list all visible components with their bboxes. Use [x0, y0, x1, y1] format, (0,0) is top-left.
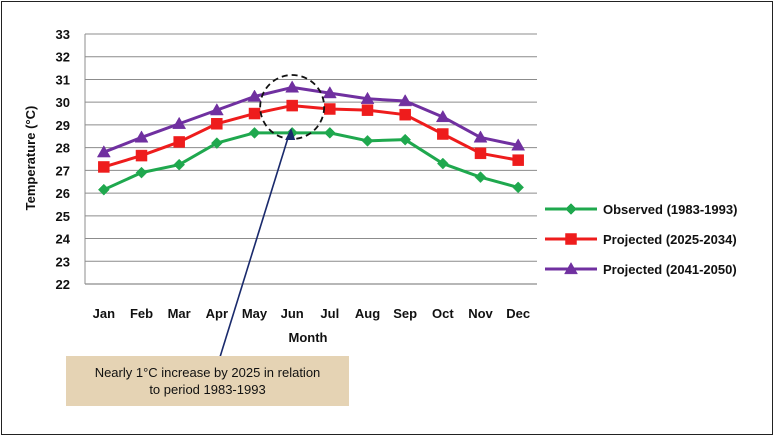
point-projected-2025-2034-sep [399, 108, 411, 121]
x-tick-label-aug: Aug [355, 306, 380, 321]
legend-marker-projected-2041-2050 [564, 261, 578, 275]
legend-item-projected-2041-2050: Projected (2041-2050) [545, 261, 737, 277]
y-tick-label-29: 29 [56, 118, 70, 133]
legend-label-projected-2025-2034: Projected (2025-2034) [603, 232, 737, 247]
point-projected-2041-2050-may [247, 89, 262, 102]
point-observed-feb [135, 166, 148, 179]
point-projected-2025-2034-jun [286, 99, 298, 112]
point-projected-2041-2050-jan [96, 145, 111, 158]
y-tick-label-31: 31 [56, 72, 70, 87]
x-tick-label-dec: Dec [506, 306, 530, 321]
point-projected-2041-2050-jun [285, 80, 300, 93]
point-projected-2025-2034-feb [135, 149, 148, 162]
y-tick-label-30: 30 [56, 95, 70, 110]
legend-item-observed: Observed (1983-1993) [545, 202, 737, 217]
y-tick-label-23: 23 [56, 254, 70, 269]
series-projected-2025-2034 [98, 99, 524, 173]
y-tick-label-32: 32 [56, 50, 70, 65]
point-observed-apr [210, 137, 223, 149]
x-tick-label-sep: Sep [393, 306, 417, 321]
point-observed-jan [97, 183, 110, 196]
annotation-text-line-1: Nearly 1°C increase by 2025 in relation [94, 365, 321, 380]
x-tick-label-jan: Jan [93, 306, 115, 321]
legend-label-observed: Observed (1983-1993) [603, 202, 737, 217]
point-projected-2025-2034-aug [361, 104, 374, 116]
y-tick-label-22: 22 [56, 277, 70, 292]
point-observed-mar [173, 158, 186, 171]
point-projected-2025-2034-jan [98, 161, 110, 173]
point-projected-2041-2050-apr [209, 103, 224, 116]
legend-label-projected-2041-2050: Projected (2041-2050) [603, 262, 737, 277]
point-projected-2025-2034-may [248, 107, 261, 120]
point-observed-may [248, 127, 261, 139]
x-tick-label-mar: Mar [168, 306, 191, 321]
x-tick-label-feb: Feb [130, 306, 153, 321]
legend-marker-projected-2025-2034 [565, 233, 577, 245]
y-tick-label-25: 25 [56, 209, 70, 224]
point-projected-2025-2034-jul [324, 103, 336, 115]
series-projected-2041-2050 [96, 80, 526, 158]
point-observed-sep [399, 133, 412, 146]
annotation-box: Nearly 1°C increase by 2025 in relation … [66, 356, 349, 406]
point-projected-2025-2034-dec [512, 154, 524, 166]
x-tick-label-jun: Jun [281, 306, 304, 321]
point-projected-2041-2050-jul [322, 86, 337, 99]
point-observed-aug [361, 134, 374, 147]
point-projected-2041-2050-mar [172, 116, 187, 129]
point-projected-2025-2034-nov [474, 147, 487, 160]
point-projected-2041-2050-sep [398, 94, 413, 107]
y-tick-label-24: 24 [56, 232, 71, 247]
y-tick-label-26: 26 [56, 186, 70, 201]
point-observed-jul [323, 127, 336, 139]
legend: Observed (1983-1993) Projected (2025-2034… [545, 202, 737, 277]
point-projected-2041-2050-nov [473, 130, 488, 143]
point-observed-oct [436, 157, 449, 170]
annotation-arrow-head [285, 128, 296, 140]
gridlines [84, 33, 537, 285]
point-observed-nov [474, 171, 487, 184]
point-observed-dec [512, 181, 525, 194]
point-projected-2041-2050-feb [134, 130, 149, 143]
point-projected-2025-2034-oct [437, 128, 449, 140]
x-tick-label-nov: Nov [468, 306, 493, 321]
legend-item-projected-2025-2034: Projected (2025-2034) [545, 232, 737, 247]
y-tick-label-33: 33 [56, 27, 70, 42]
point-projected-2025-2034-apr [211, 118, 223, 130]
y-tick-label-27: 27 [56, 163, 70, 178]
x-axis-title: Month [289, 330, 328, 345]
point-projected-2041-2050-oct [435, 109, 450, 123]
series-line-projected-2025-2034 [103, 104, 519, 169]
y-axis-title: Temperature (°C) [23, 106, 38, 211]
series-lines [96, 80, 526, 196]
point-projected-2025-2034-mar [173, 136, 185, 148]
legend-marker-observed [565, 203, 577, 215]
annotation-arrow-line [219, 133, 290, 358]
point-projected-2041-2050-dec [511, 138, 526, 151]
x-tick-label-jul: Jul [320, 306, 339, 321]
series-line-projected-2041-2050 [103, 85, 519, 154]
annotation-text-line-2: to period 1983-1993 [149, 382, 266, 397]
point-projected-2041-2050-aug [360, 91, 375, 104]
x-tick-label-oct: Oct [432, 306, 454, 321]
x-tick-label-may: May [242, 306, 268, 321]
x-tick-label-apr: Apr [206, 306, 228, 321]
y-tick-label-28: 28 [56, 141, 70, 156]
y-axis-ticks: 22 23 24 25 26 27 28 29 30 31 32 33 [56, 27, 71, 292]
annotation-marks [219, 74, 326, 358]
series-observed [97, 127, 525, 196]
x-axis-ticks: Jan Feb Mar Apr May Jun Jul Aug Sep Oct Nov Dec [93, 306, 530, 321]
